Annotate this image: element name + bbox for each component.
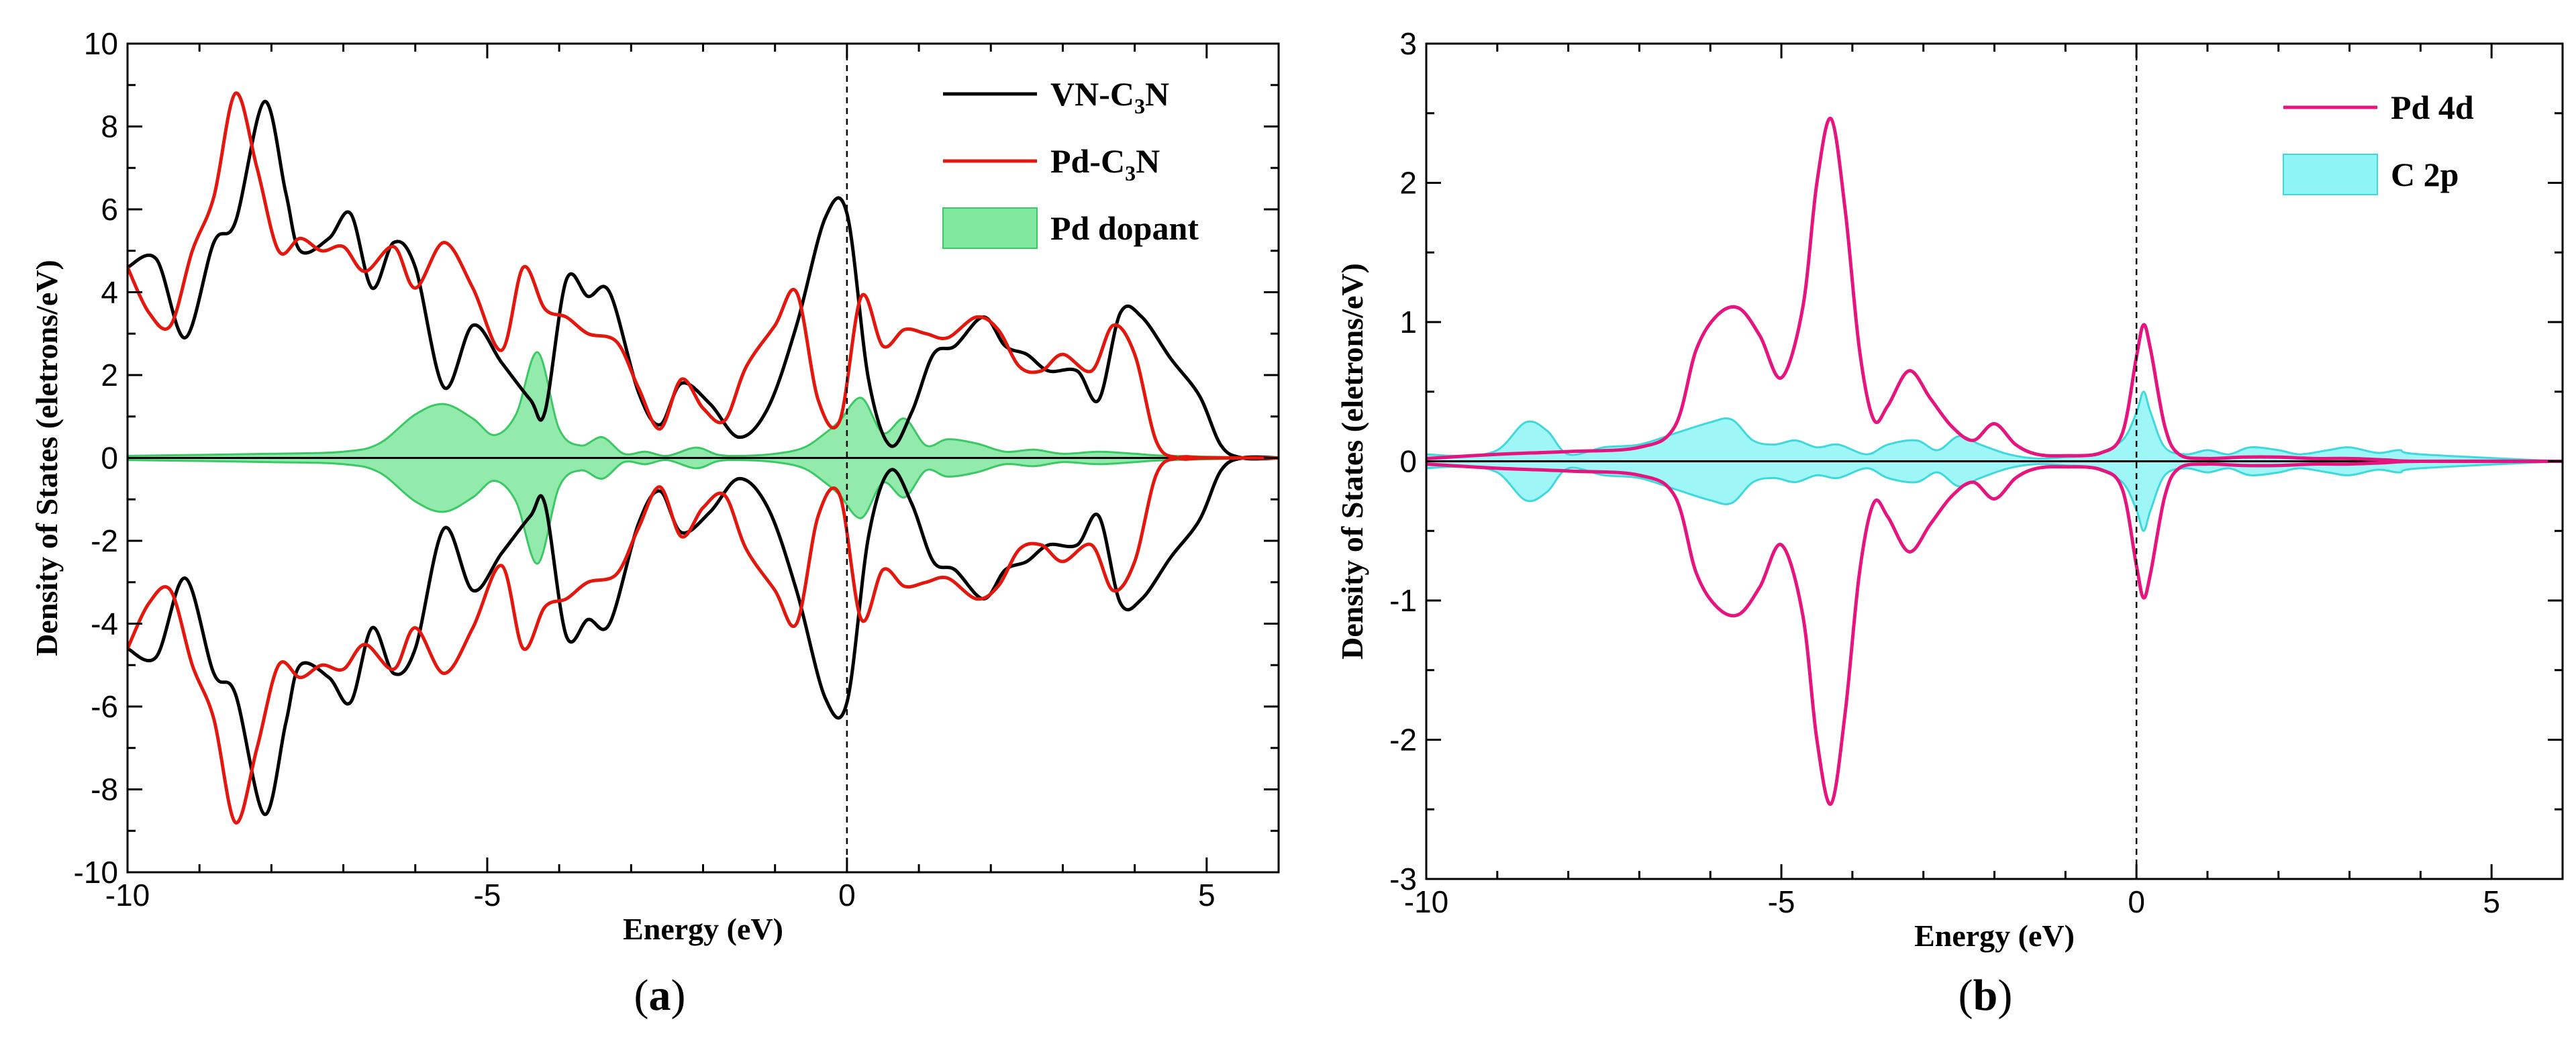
- series-line-pd-4d-up: [1426, 117, 2563, 464]
- legend-label: Pd-C3N: [1050, 142, 1160, 185]
- y-tick-label: 0: [1399, 444, 1417, 479]
- legend-subscript: 3: [1125, 161, 1136, 185]
- x-tick-label: -10: [1404, 884, 1448, 919]
- legend-text: Pd dopant: [1050, 209, 1199, 247]
- panel-label: (b): [1959, 971, 2013, 1020]
- panel-label-close: ): [1997, 971, 2012, 1020]
- legend-text: VN-C: [1050, 75, 1134, 113]
- legend-swatch: [2283, 154, 2378, 195]
- y-tick-label: -6: [91, 689, 118, 724]
- y-tick-label: -2: [1389, 723, 1417, 758]
- plot-area: [1426, 117, 2563, 806]
- legend-label: Pd dopant: [1050, 209, 1199, 247]
- series-area-pd-dopant-up: [128, 352, 1279, 458]
- legend-text: Pd-C: [1050, 142, 1125, 180]
- panel-label-close: ): [671, 971, 686, 1020]
- legend-text: N: [1136, 142, 1160, 180]
- series-area-c-2p-down: [1426, 461, 2563, 531]
- y-tick-label: 8: [101, 109, 118, 144]
- x-tick-label: -5: [1768, 884, 1795, 919]
- legend-text: C 2p: [2391, 156, 2459, 193]
- series-edge-c-2p-up: [1426, 391, 2563, 462]
- x-tick-label: 5: [1198, 878, 1216, 913]
- y-tick-label: 1: [1399, 305, 1417, 340]
- series-line-pd-c3n-up: [128, 91, 1279, 461]
- panel-label-letter: b: [1973, 971, 1998, 1020]
- series-edge-c-2p-down: [1426, 460, 2563, 532]
- legend-text: N: [1145, 75, 1169, 113]
- x-tick-label: 0: [838, 878, 856, 913]
- legend-label: VN-C3N: [1050, 75, 1169, 118]
- x-axis-title: Energy (eV): [623, 912, 783, 946]
- y-tick-label: 4: [101, 275, 118, 310]
- x-axis-title: Energy (eV): [1914, 919, 2075, 953]
- legend-label: Pd 4d: [2391, 89, 2474, 126]
- y-tick-label: -1: [1389, 583, 1417, 618]
- legend-item-c-2p: C 2p: [2283, 154, 2459, 195]
- legend-swatch: [942, 207, 1038, 249]
- series-edge-pd-dopant-down: [128, 457, 1279, 565]
- y-tick-label: 3: [1399, 26, 1417, 61]
- legend-item-pd-4d: Pd 4d: [2283, 89, 2474, 126]
- y-tick-label: -2: [91, 523, 118, 558]
- y-tick-label: -10: [74, 855, 118, 890]
- legend-text: Pd 4d: [2391, 89, 2474, 126]
- legend-subscript: 3: [1134, 94, 1145, 118]
- panel-label-letter: a: [649, 971, 671, 1020]
- series-line-pd-4d-down: [1426, 459, 2563, 806]
- y-tick-label: 6: [101, 192, 118, 227]
- x-tick-label: 5: [2483, 884, 2500, 919]
- y-tick-label: 0: [101, 441, 118, 476]
- x-tick-label: -5: [473, 878, 501, 913]
- y-tick-label: -4: [91, 607, 118, 641]
- series-line-pd-c3n-down: [128, 455, 1279, 825]
- y-tick-label: 2: [101, 358, 118, 393]
- legend-item-pd-c3n: Pd-C3N: [943, 142, 1160, 185]
- panel-label-open: (: [1959, 971, 1973, 1020]
- y-axis-title: Density of States (eletrons/eV): [1335, 263, 1369, 660]
- legend-label: C 2p: [2391, 156, 2459, 193]
- chart-panel-a: -10 -5 0 5 -10 -8 -6 -4 -2 0 2 4 6 8 10 Energy (eV) Dens…: [30, 26, 1280, 1020]
- y-tick-label: 10: [84, 26, 118, 61]
- legend-item-vn-c3n: VN-C3N: [943, 75, 1169, 118]
- panel-label-open: (: [634, 971, 649, 1020]
- y-tick-label: 2: [1399, 166, 1417, 201]
- series-area-c-2p-up: [1426, 391, 2563, 462]
- legend-item-pd-dopant: Pd dopant: [942, 207, 1199, 249]
- y-axis-title: Density of States (eletrons/eV): [30, 260, 64, 656]
- x-tick-label: 0: [2128, 884, 2145, 919]
- y-tick-label: -3: [1389, 862, 1417, 896]
- plot-area: [128, 91, 1279, 825]
- series-line-vn-c3n-down: [128, 455, 1279, 817]
- x-tick-label: -10: [105, 878, 150, 913]
- series-area-pd-dopant-down: [128, 458, 1279, 564]
- series-edge-pd-dopant-up: [128, 351, 1279, 459]
- y-tick-label: -8: [91, 772, 118, 807]
- panel-label: (a): [634, 971, 686, 1020]
